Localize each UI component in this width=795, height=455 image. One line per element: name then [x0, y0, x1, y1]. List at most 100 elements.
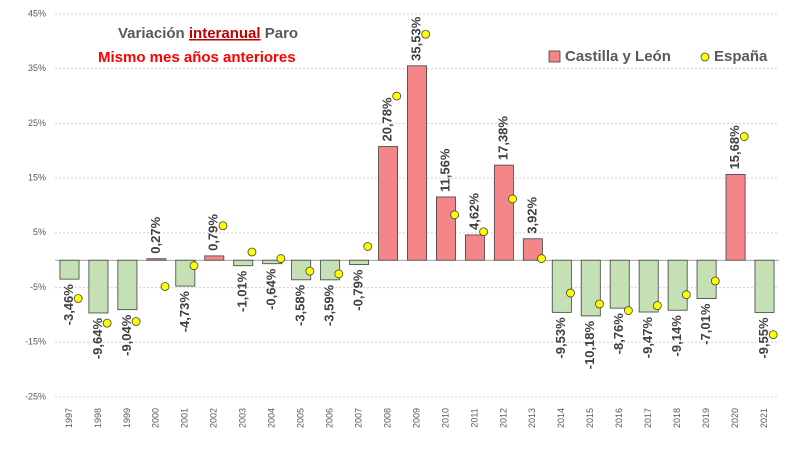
data-label: -0,64% [264, 268, 279, 310]
point [595, 299, 604, 309]
data-label: 15,68% [727, 125, 742, 170]
x-tick-label: 2010 [440, 408, 450, 428]
y-tick-label: 15% [28, 173, 46, 183]
legend-swatch [700, 52, 710, 62]
point [73, 294, 83, 303]
data-label: 0,27% [148, 216, 163, 253]
bar [117, 259, 138, 311]
x-tick-label: 2009 [411, 408, 421, 428]
x-tick-label: 2000 [151, 408, 161, 428]
bar [725, 174, 746, 261]
y-tick-label: -25% [25, 391, 46, 401]
chart-title: Variación interanual Paro [118, 25, 298, 42]
data-label: -9,47% [640, 317, 655, 359]
data-label: 0,79% [206, 214, 221, 251]
x-tick-label: 2005 [296, 408, 306, 428]
x-tick-label: 2007 [353, 408, 363, 428]
data-label: -9,53% [553, 317, 568, 359]
point [421, 29, 431, 39]
y-tick-label: -5% [30, 282, 46, 292]
point [247, 247, 257, 257]
point [189, 261, 199, 271]
x-tick-label: 2021 [759, 408, 769, 428]
x-tick-label: 2015 [585, 408, 595, 428]
x-tick-label: 2002 [209, 408, 219, 428]
data-label: 20,78% [379, 97, 394, 142]
bar [464, 234, 485, 261]
y-tick-label: 35% [28, 63, 46, 73]
data-label: -8,76% [611, 313, 626, 355]
bar [407, 65, 427, 261]
x-tick-label: 2013 [527, 408, 537, 428]
data-label: 35,53% [408, 16, 423, 61]
x-tick-label: 2001 [180, 408, 190, 428]
data-label: -7,01% [698, 303, 713, 345]
chart-subtitle: Mismo mes años anteriores [98, 49, 296, 66]
point [681, 290, 691, 300]
title-suffix: Paro [265, 25, 298, 42]
point [537, 254, 546, 263]
y-tick-label: -15% [25, 337, 46, 347]
x-tick-label: 2004 [267, 408, 277, 428]
bar [667, 259, 688, 311]
x-tick-label: 2011 [469, 408, 479, 427]
data-label: -9,55% [756, 317, 771, 359]
bar [638, 259, 659, 313]
legend-label: Castilla y León [565, 48, 671, 65]
point [710, 276, 720, 286]
bar [609, 259, 630, 309]
point [768, 330, 778, 340]
legend-swatch [548, 50, 561, 63]
y-tick-label: 5% [33, 227, 46, 237]
bar [436, 196, 456, 261]
y-tick-label: 25% [28, 118, 46, 128]
point [218, 221, 228, 231]
data-label: 4,62% [466, 193, 481, 230]
x-tick-label: 2016 [614, 408, 624, 428]
point [392, 91, 402, 101]
point [624, 306, 633, 315]
data-label: -9,04% [119, 314, 134, 356]
bar [59, 259, 80, 280]
title-emphasis: interanual [189, 25, 261, 42]
x-tick-label: 1997 [64, 408, 74, 428]
point [102, 318, 112, 328]
title-prefix: Variación [118, 25, 185, 42]
data-label: -1,01% [235, 270, 250, 312]
data-label: -10,18% [582, 320, 597, 369]
point [131, 317, 141, 326]
x-tick-label: 2017 [643, 408, 653, 428]
bar [522, 238, 543, 261]
point [276, 254, 286, 263]
data-label: -0,79% [351, 269, 366, 311]
data-label: 3,92% [524, 196, 539, 233]
data-label: -9,64% [90, 318, 105, 360]
data-label: -9,14% [669, 315, 684, 357]
bar [233, 259, 254, 267]
point [334, 269, 344, 279]
x-tick-label: 1998 [93, 408, 103, 428]
point [739, 132, 749, 141]
bar [378, 146, 398, 261]
data-label: -3,59% [322, 284, 337, 326]
x-tick-label: 1999 [122, 408, 132, 428]
bar [493, 164, 514, 261]
x-tick-label: 2003 [238, 408, 248, 428]
data-label: 17,38% [495, 116, 510, 161]
data-label: -4,73% [177, 291, 192, 333]
x-tick-label: 2018 [672, 408, 682, 428]
point [652, 301, 662, 311]
bar [88, 259, 109, 314]
x-tick-label: 2014 [556, 408, 566, 428]
x-tick-label: 2008 [382, 408, 392, 428]
y-tick-label: 45% [28, 8, 46, 18]
bar [754, 259, 775, 313]
point [363, 242, 373, 251]
bar [204, 255, 225, 261]
legend-label: España [714, 48, 768, 65]
point [160, 282, 170, 291]
bar [349, 259, 370, 265]
x-tick-label: 2006 [324, 408, 334, 428]
point [508, 194, 517, 204]
